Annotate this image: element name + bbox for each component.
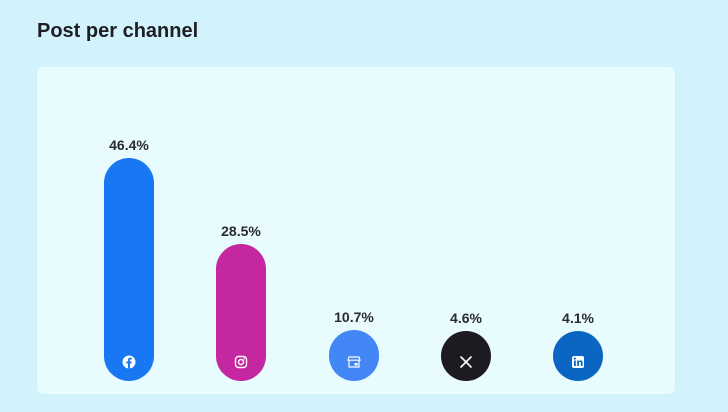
bar-value-label: 4.1%: [562, 310, 594, 326]
bar-value-label: 4.6%: [450, 310, 482, 326]
chart-title: Post per channel: [37, 20, 199, 42]
google-business-icon: [347, 355, 361, 369]
bar-facebook: [104, 158, 154, 381]
bar-google-business-profile: [329, 329, 379, 381]
bar-x: [441, 331, 491, 381]
instagram-icon: [234, 355, 248, 369]
bar-instagram: [216, 244, 266, 381]
linkedin-icon: [571, 355, 585, 369]
bar-value-label: 10.7%: [334, 308, 374, 325]
facebook-icon: [122, 355, 136, 369]
bar-value-label: 28.5%: [221, 223, 261, 240]
bar-value-label: 46.4%: [109, 137, 149, 154]
x-icon: [459, 355, 473, 369]
